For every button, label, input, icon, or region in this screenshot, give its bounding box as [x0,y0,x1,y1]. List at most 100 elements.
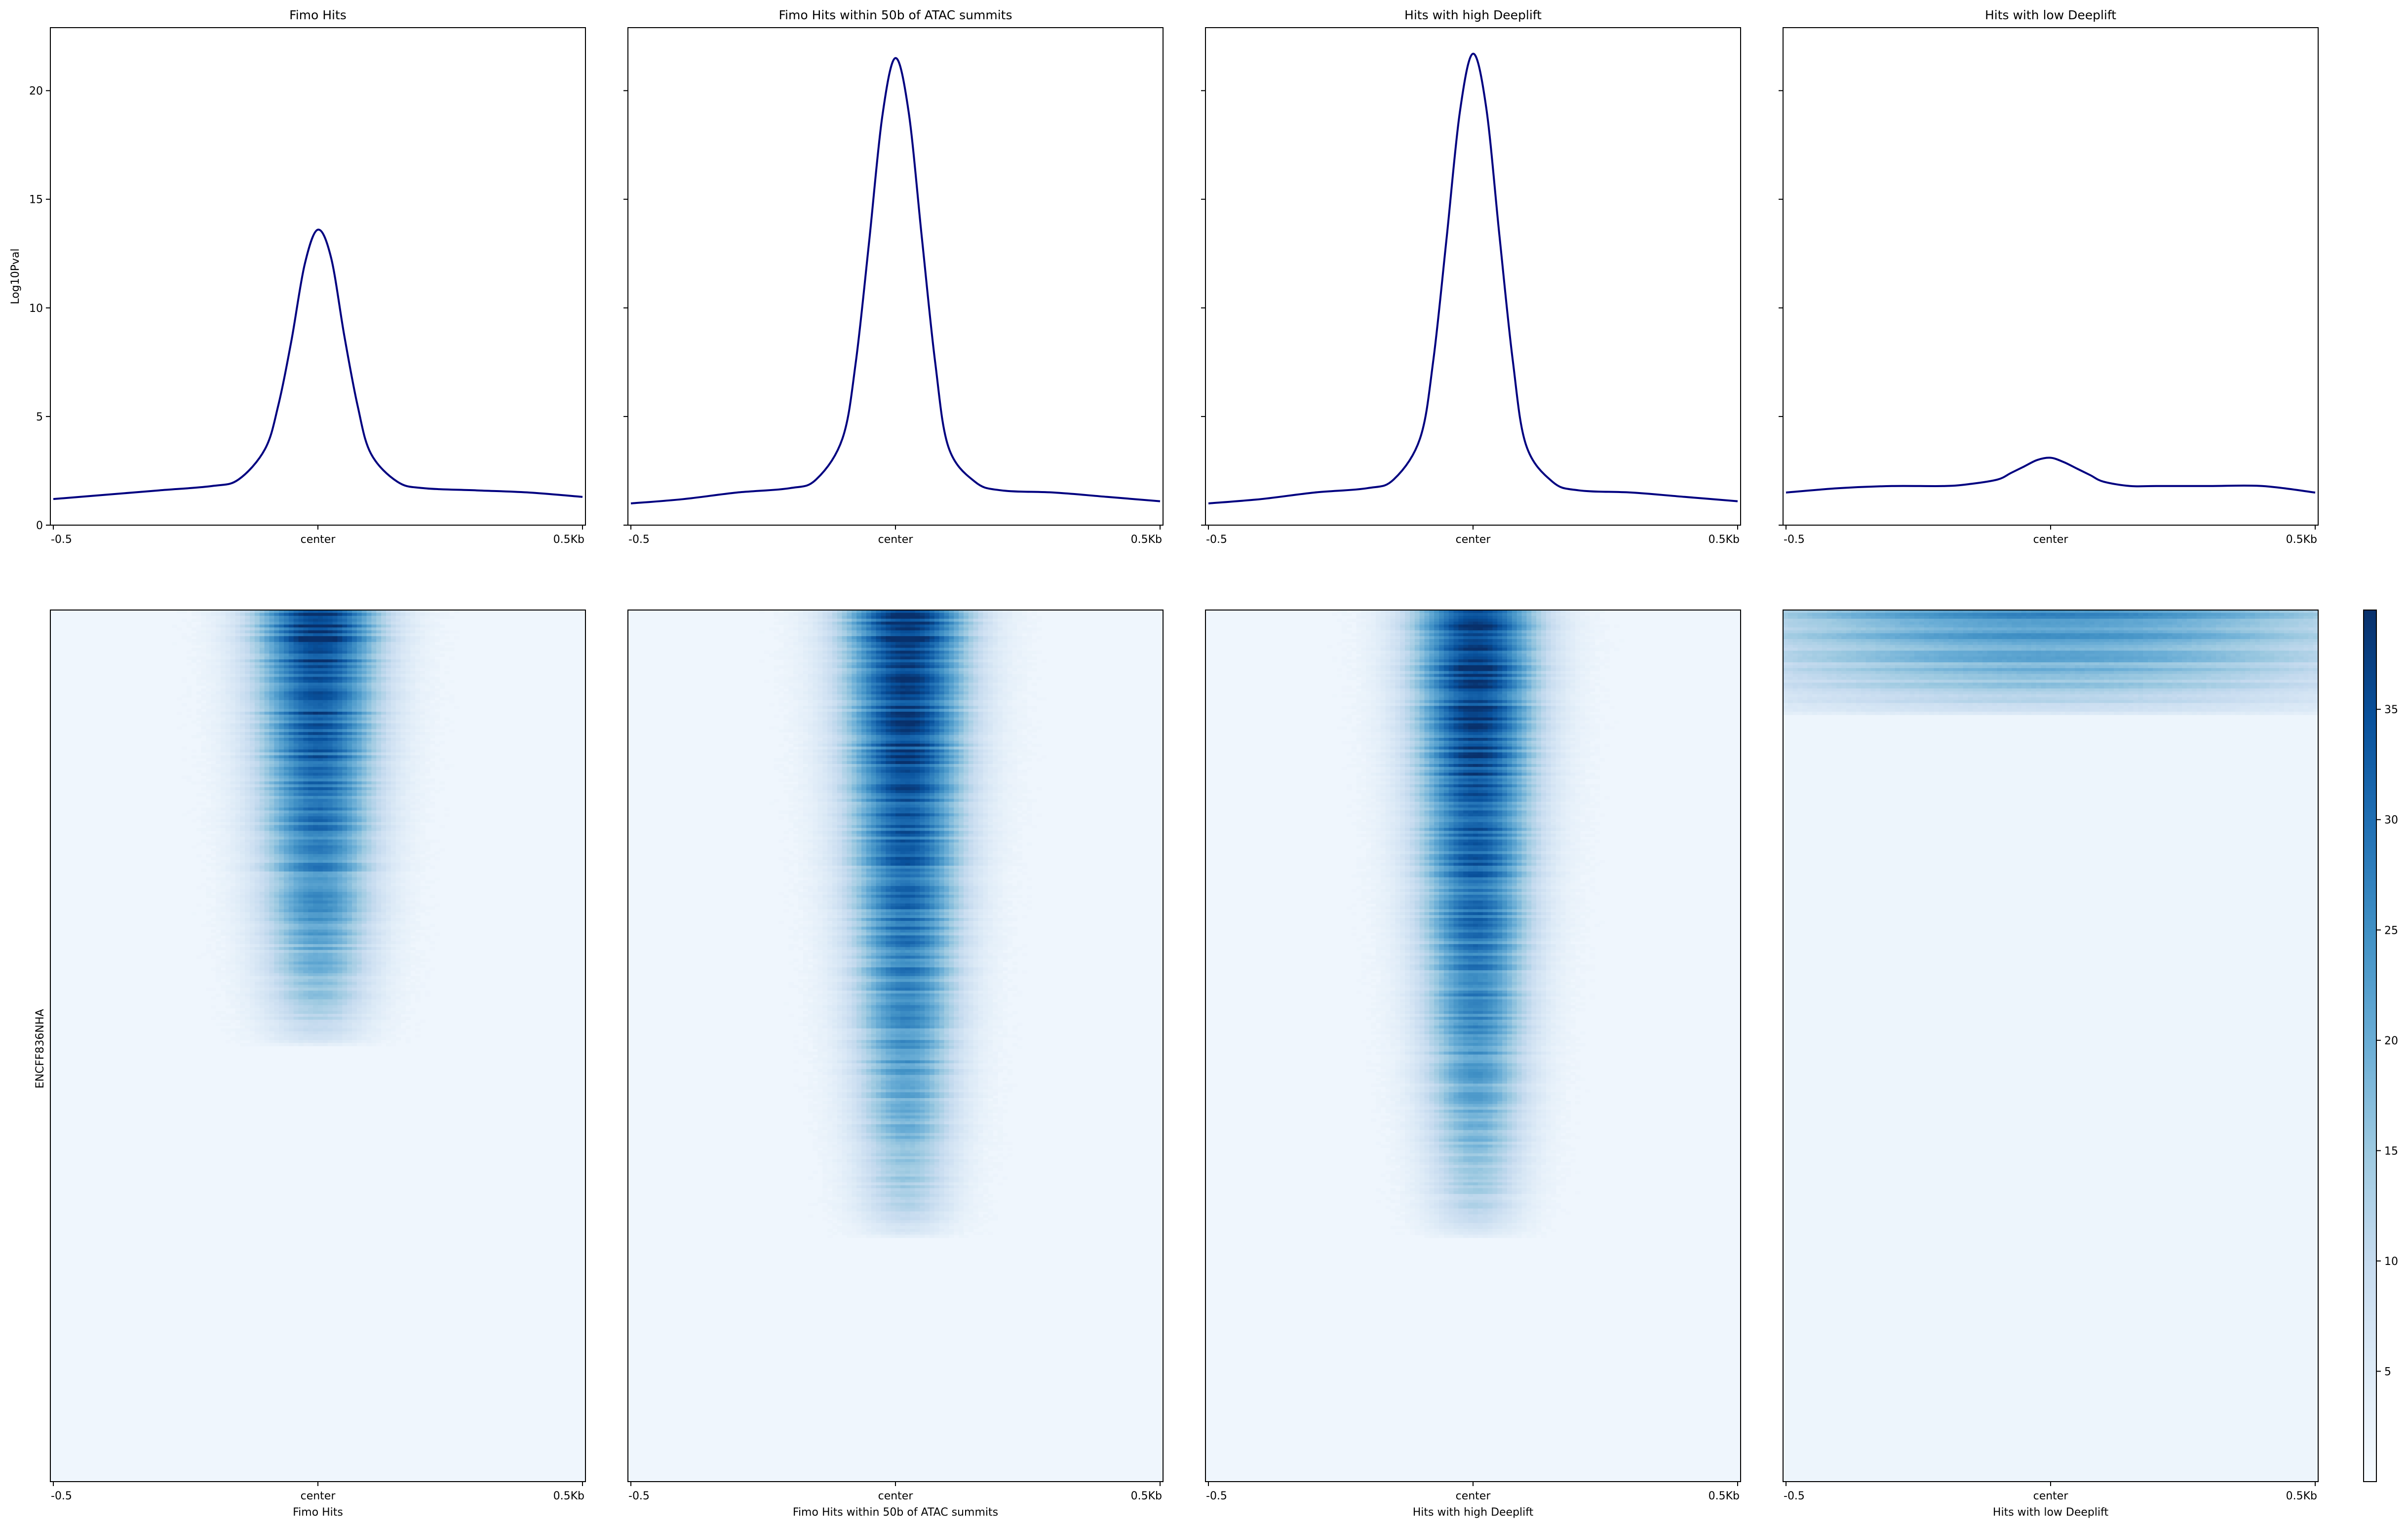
heatmap-cell [250,743,255,747]
heatmap-cell [216,726,221,730]
heatmap-cell [405,639,411,643]
heatmap-cell [415,633,421,637]
heatmap-cell [230,671,236,675]
heatmap-cell [439,697,445,701]
heatmap-cell [245,712,250,715]
heatmap-cell [303,755,309,759]
heatmap-cell [274,720,279,724]
heatmap-cell [240,650,245,654]
heatmap-cell [279,709,284,712]
heatmap-cell [381,787,387,791]
heatmap-cell [395,691,401,695]
heatmap-cell [366,834,372,837]
heatmap-cell [284,700,289,704]
heatmap-cell [390,735,396,738]
heatmap-cell [434,851,440,855]
heatmap-cell [254,662,260,666]
heatmap-cell [308,740,313,744]
heatmap-cell [386,886,391,889]
heatmap-cell [386,706,391,709]
heatmap-cell [434,680,440,683]
heatmap-cell [366,659,372,663]
heatmap-cell [371,627,377,631]
heatmap-cell [429,618,435,622]
heatmap-cell [376,674,382,678]
heatmap-cell [361,854,367,858]
heatmap-cell [434,877,440,881]
heatmap-cell [395,802,401,805]
heatmap-cell [351,840,357,843]
heatmap-cell [356,659,362,663]
heatmap-cell [230,752,236,756]
heatmap-cell [381,883,387,887]
heatmap-cell [250,636,255,640]
heatmap-cell [279,883,284,887]
heatmap-cell [429,665,435,669]
heatmap-cell [191,633,197,637]
heatmap-cell [235,755,241,759]
heatmap-cell [425,880,430,884]
heatmap-cell [254,793,260,797]
heatmap-cell [206,706,211,709]
heatmap-cell [293,848,299,852]
heatmap-cell [415,735,421,738]
heatmap-cell [284,671,289,675]
heatmap-cell [284,720,289,724]
heatmap-cell [206,642,211,646]
heatmap-cell [376,758,382,762]
heatmap-cell [274,831,279,835]
heatmap-cell [366,828,372,832]
heatmap-cell [288,863,294,866]
heatmap-cell [308,819,313,823]
heatmap-cell [313,717,318,721]
heatmap-cell [216,816,221,820]
heatmap-cell [405,712,411,715]
heatmap-cell [386,828,391,832]
heatmap-cell [395,807,401,811]
heatmap-cell [327,790,333,794]
heatmap-cell [250,703,255,707]
heatmap-cell [400,877,406,881]
heatmap-cell [206,781,211,785]
heatmap-cell [337,755,343,759]
heatmap-cell [250,735,255,738]
heatmap-cell [230,729,236,733]
heatmap-cell [390,738,396,741]
heatmap-cell [351,804,357,808]
heatmap-cell [366,729,372,733]
heatmap-cell [225,624,231,628]
heatmap-cell [264,700,270,704]
heatmap-cell [274,709,279,712]
heatmap-cell [201,615,207,619]
heatmap-cell [182,633,187,637]
heatmap-cell [449,697,455,701]
heatmap-cell [303,868,309,872]
heatmap-cell [395,840,401,843]
heatmap-cell [293,706,299,709]
heatmap-cell [390,775,396,779]
heatmap-cell [366,840,372,843]
heatmap-cell [318,886,323,889]
heatmap-cell [410,743,416,747]
heatmap-cell [206,677,211,681]
heatmap-cell [420,732,426,735]
heatmap-cell [216,796,221,800]
heatmap-cell [264,683,270,686]
heatmap-cell [216,662,221,666]
heatmap-cell [410,781,416,785]
heatmap-cell [313,706,318,709]
heatmap-cell [410,746,416,750]
heatmap-cell [250,903,255,907]
heatmap-cell [361,743,367,747]
heatmap-cell [347,642,352,646]
heatmap-cell [269,735,275,738]
heatmap-cell [245,729,250,733]
heatmap-cell [308,837,313,840]
heatmap-cell [254,828,260,832]
heatmap-cell [405,668,411,672]
heatmap-cell [235,880,241,884]
heatmap-cell [361,735,367,738]
heatmap-cell [264,627,270,631]
heatmap-cell [351,775,357,779]
